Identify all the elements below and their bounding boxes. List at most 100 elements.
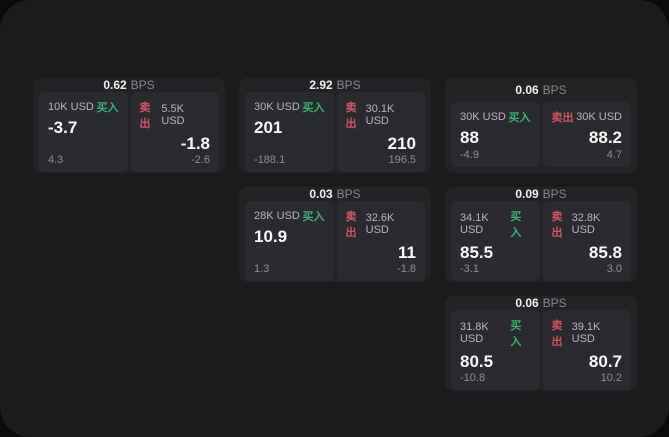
buy-sell-panels: 10K USD 买入 -3.7 4.3 卖出 5.5K USD -1.8 -2.… <box>33 92 225 173</box>
sell-panel[interactable]: 卖出 32.6K USD 11 -1.8 <box>336 201 425 281</box>
sell-panel[interactable]: 卖出 5.5K USD -1.8 -2.6 <box>130 92 219 172</box>
buy-panel-top: 30K USD 买入 <box>254 99 325 115</box>
buy-amount: 31.8K USD <box>460 321 489 345</box>
sell-panel-top: 卖出 32.6K USD <box>346 208 417 240</box>
sell-value: 80.7 <box>588 352 622 371</box>
sell-value: 210 <box>387 134 416 153</box>
sell-amount: 30.1K USD <box>365 103 395 127</box>
buy-value: -3.7 <box>48 118 78 137</box>
buy-panel-top: 10K USD 买入 <box>48 99 119 115</box>
buy-panel-top: 34.1K USD 买入 <box>460 208 531 240</box>
buy-sell-panels: 31.8K USD 买入 80.5 -10.8 卖出 39.1K USD 80.… <box>445 310 637 391</box>
quote-card: 0.09 BPS 34.1K USD 买入 85.5 -3.1 卖出 32.8K… <box>445 187 637 282</box>
sell-side-label: 卖出 <box>551 320 563 348</box>
bps-header: 0.03 BPS <box>239 187 431 201</box>
sell-side-label: 卖出 <box>551 112 574 124</box>
buy-sub-value: 1.3 <box>254 262 270 275</box>
buy-sub-value: -10.8 <box>460 371 486 384</box>
quote-card: 0.06 BPS 31.8K USD 买入 80.5 -10.8 卖出 39.1… <box>445 296 637 391</box>
buy-sell-panels: 28K USD 买入 10.9 1.3 卖出 32.6K USD 11 -1.8 <box>239 201 431 282</box>
sell-panel-top: 卖出 30K USD <box>552 109 623 125</box>
sell-amount: 32.8K USD <box>571 212 601 236</box>
bps-unit-label: BPS <box>542 296 567 310</box>
buy-amount: 10K USD <box>48 101 94 113</box>
quote-card: 2.92 BPS 30K USD 买入 201 -188.1 卖出 30.1K … <box>239 78 431 173</box>
buy-side-label: 买入 <box>302 102 325 114</box>
bps-header: 0.06 BPS <box>445 296 637 310</box>
buy-side-label: 买入 <box>510 211 522 239</box>
sell-sub-value: -1.8 <box>397 262 416 275</box>
buy-side-label: 买入 <box>510 320 522 348</box>
buy-amount: 34.1K USD <box>460 212 489 236</box>
bps-unit-label: BPS <box>542 83 567 97</box>
bps-unit-label: BPS <box>336 78 361 92</box>
sell-side-label: 卖出 <box>345 102 357 130</box>
buy-panel[interactable]: 34.1K USD 买入 85.5 -3.1 <box>451 201 540 281</box>
buy-value: 201 <box>254 118 283 137</box>
buy-sub-value: -3.1 <box>460 262 479 275</box>
buy-value: 88 <box>460 128 479 147</box>
bps-header: 0.09 BPS <box>445 187 637 201</box>
sell-side-label: 卖出 <box>551 211 563 239</box>
sell-side-label: 卖出 <box>139 102 151 130</box>
sell-panel-top: 卖出 30.1K USD <box>346 99 417 131</box>
sell-amount: 30K USD <box>576 111 622 123</box>
buy-panel[interactable]: 28K USD 买入 10.9 1.3 <box>245 201 334 281</box>
bps-unit-label: BPS <box>130 78 155 92</box>
buy-sell-panels: 30K USD 买入 88 -4.9 卖出 30K USD 88.2 4.7 <box>445 102 637 173</box>
bps-value: 0.03 <box>309 187 333 201</box>
sell-side-label: 卖出 <box>345 211 357 239</box>
buy-value: 80.5 <box>460 352 494 371</box>
sell-sub-value: 196.5 <box>388 153 416 166</box>
quote-card: 0.62 BPS 10K USD 买入 -3.7 4.3 卖出 5.5K USD… <box>33 78 225 173</box>
sell-value: 85.8 <box>588 243 622 262</box>
buy-side-label: 买入 <box>302 211 325 223</box>
sell-amount: 32.6K USD <box>365 212 395 236</box>
buy-value: 85.5 <box>460 243 494 262</box>
bps-value: 0.09 <box>515 187 539 201</box>
bps-unit-label: BPS <box>336 187 361 201</box>
sell-value: 88.2 <box>588 128 622 147</box>
sell-panel[interactable]: 卖出 30K USD 88.2 4.7 <box>542 102 631 167</box>
sell-sub-value: 4.7 <box>606 149 622 161</box>
buy-amount: 30K USD <box>254 101 300 113</box>
buy-panel[interactable]: 10K USD 买入 -3.7 4.3 <box>39 92 128 172</box>
buy-panel-top: 28K USD 买入 <box>254 208 325 224</box>
sell-sub-value: 10.2 <box>600 371 622 384</box>
sell-panel-top: 卖出 5.5K USD <box>140 99 211 131</box>
bps-header: 0.62 BPS <box>33 78 225 92</box>
buy-panel[interactable]: 30K USD 买入 88 -4.9 <box>451 102 540 167</box>
sell-panel[interactable]: 卖出 39.1K USD 80.7 10.2 <box>542 310 631 390</box>
sell-panel-top: 卖出 32.8K USD <box>552 208 623 240</box>
buy-panel-top: 31.8K USD 买入 <box>460 317 531 349</box>
quote-card: 0.03 BPS 28K USD 买入 10.9 1.3 卖出 32.6K US… <box>239 187 431 282</box>
buy-side-label: 买入 <box>96 102 119 114</box>
buy-panel[interactable]: 31.8K USD 买入 80.5 -10.8 <box>451 310 540 390</box>
sell-sub-value: 3.0 <box>606 262 622 275</box>
buy-amount: 28K USD <box>254 210 300 222</box>
buy-sell-panels: 30K USD 买入 201 -188.1 卖出 30.1K USD 210 1… <box>239 92 431 173</box>
sell-panel[interactable]: 卖出 30.1K USD 210 196.5 <box>336 92 425 172</box>
buy-sub-value: -4.9 <box>460 149 479 161</box>
sell-value: 11 <box>398 243 416 262</box>
sell-amount: 5.5K USD <box>161 103 185 127</box>
buy-sell-panels: 34.1K USD 买入 85.5 -3.1 卖出 32.8K USD 85.8… <box>445 201 637 282</box>
sell-panel[interactable]: 卖出 32.8K USD 85.8 3.0 <box>542 201 631 281</box>
bps-header: 2.92 BPS <box>239 78 431 92</box>
bps-value: 2.92 <box>309 78 333 92</box>
buy-sub-value: 4.3 <box>48 153 64 166</box>
quote-cards-grid: 0.62 BPS 10K USD 买入 -3.7 4.3 卖出 5.5K USD… <box>33 78 637 391</box>
bps-header: 0.06 BPS <box>445 78 637 102</box>
buy-value: 10.9 <box>254 227 288 246</box>
sell-amount: 39.1K USD <box>571 321 601 345</box>
buy-sub-value: -188.1 <box>254 153 286 166</box>
bps-value: 0.62 <box>103 78 127 92</box>
buy-amount: 30K USD <box>460 111 506 123</box>
bps-value: 0.06 <box>515 83 539 97</box>
bps-unit-label: BPS <box>542 187 567 201</box>
sell-value: -1.8 <box>180 134 210 153</box>
buy-side-label: 买入 <box>508 112 531 124</box>
buy-panel[interactable]: 30K USD 买入 201 -188.1 <box>245 92 334 172</box>
bps-value: 0.06 <box>515 296 539 310</box>
